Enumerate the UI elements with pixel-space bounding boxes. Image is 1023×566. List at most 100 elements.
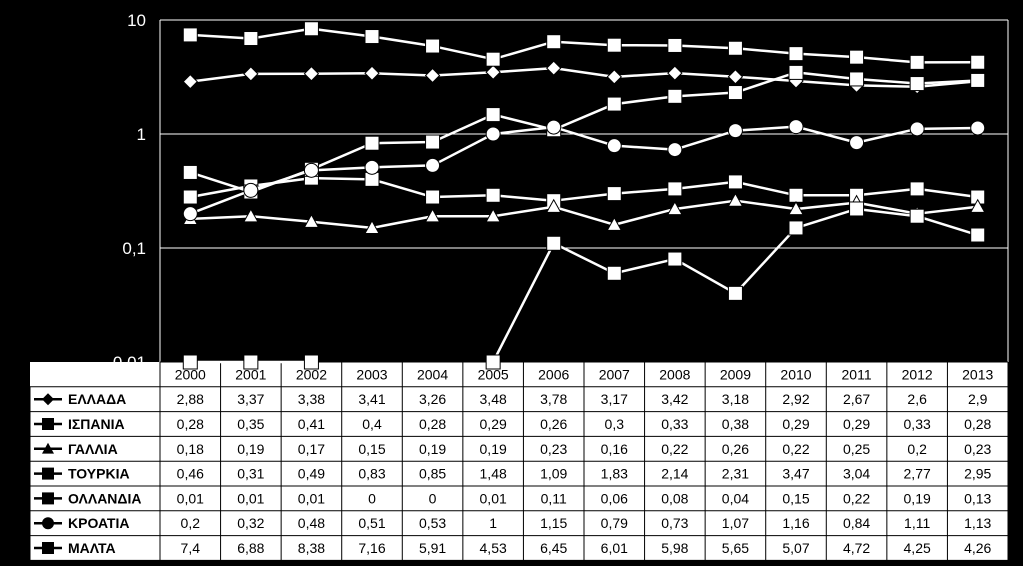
data-point	[485, 354, 501, 370]
data-label: 0,15	[782, 490, 809, 506]
data-point	[364, 135, 380, 151]
data-point	[909, 181, 925, 197]
data-label: 0,01	[237, 490, 264, 506]
data-label: 0,4	[362, 416, 382, 432]
data-point	[909, 208, 925, 224]
data-label: 0,19	[237, 441, 264, 457]
legend-key-marker	[42, 492, 54, 505]
data-point	[667, 37, 683, 53]
data-point	[182, 206, 198, 222]
data-label: 0,26	[722, 441, 749, 457]
data-point	[243, 182, 259, 198]
data-point	[909, 76, 925, 92]
data-label: 0,15	[358, 441, 385, 457]
series-lines	[182, 21, 986, 370]
data-point	[182, 73, 198, 90]
data-point	[727, 40, 743, 56]
data-label: 3,18	[722, 391, 749, 407]
data-point	[364, 159, 380, 175]
data-point	[425, 134, 441, 150]
data-point	[364, 29, 380, 45]
data-label: 1,13	[964, 515, 991, 531]
x-tick-label: 2001	[235, 366, 266, 382]
data-point	[970, 120, 986, 136]
data-point	[727, 123, 743, 139]
data-label: 7,4	[181, 540, 201, 556]
data-label: 0,84	[843, 515, 870, 531]
data-label: 0,01	[177, 490, 204, 506]
data-point	[788, 119, 804, 135]
data-point	[667, 142, 683, 158]
data-label: 0,26	[540, 416, 567, 432]
y-tick-label: 1	[137, 125, 146, 144]
data-label: 5,91	[419, 540, 446, 556]
data-label: 0,11	[541, 490, 567, 506]
data-label: 5,98	[661, 540, 688, 556]
data-point	[303, 21, 319, 37]
legend-entry: ΕΛΛΑΔΑ	[68, 391, 126, 407]
data-label: 0,01	[298, 490, 325, 506]
data-label: 7,16	[358, 540, 385, 556]
data-point	[303, 354, 319, 370]
series-group	[182, 21, 986, 70]
data-label: 2,77	[904, 466, 931, 482]
series-group	[182, 201, 986, 370]
data-label: 3,26	[419, 391, 446, 407]
data-label: 0,22	[661, 441, 688, 457]
data-table: 2000 2001 2002 2003 2004 2005 2006 2007 2008 2009…	[29, 361, 1009, 561]
data-label: 0,16	[601, 441, 628, 457]
data-point	[243, 31, 259, 47]
data-label: 0,32	[237, 515, 264, 531]
x-tick-label: 2005	[478, 366, 509, 382]
data-label: 2,92	[782, 391, 809, 407]
data-label: 6,01	[601, 540, 628, 556]
data-label: 0,29	[843, 416, 870, 432]
data-label: 0,38	[722, 416, 749, 432]
data-label: 0,48	[298, 515, 325, 531]
data-label: 1,83	[601, 466, 628, 482]
data-label: 1,07	[722, 515, 749, 531]
data-label: 0,83	[358, 466, 385, 482]
data-label: 0,33	[904, 416, 931, 432]
data-label: 0,41	[298, 416, 325, 432]
data-label: 4,26	[964, 540, 991, 556]
legend-key-marker	[42, 393, 54, 406]
data-label: 0,29	[480, 416, 507, 432]
legend-key-marker	[42, 467, 54, 480]
data-point	[425, 189, 441, 205]
data-label: 1,09	[540, 466, 567, 482]
x-tick-label: 2008	[659, 366, 690, 382]
data-point	[727, 174, 743, 190]
data-point	[909, 121, 925, 137]
legend-entry: ΜΑΛΤΑ	[68, 540, 116, 556]
data-point	[606, 216, 623, 231]
data-label: 0,19	[480, 441, 507, 457]
data-point	[485, 64, 501, 80]
data-label: 4,53	[480, 540, 507, 556]
data-point	[424, 208, 441, 223]
legend-key-marker	[42, 542, 54, 554]
data-point	[424, 67, 441, 84]
data-label: 1,16	[782, 515, 809, 531]
data-label: 0,35	[237, 416, 264, 432]
legend-key-marker	[42, 517, 54, 530]
data-label: 0,79	[601, 515, 628, 531]
data-label: 0,13	[964, 490, 991, 506]
data-point	[909, 54, 925, 70]
data-point	[182, 27, 198, 43]
data-label: 0	[368, 490, 376, 506]
data-point	[546, 235, 562, 251]
data-label: 2,67	[843, 391, 870, 407]
data-label: 0,2	[181, 515, 201, 531]
data-point	[485, 107, 501, 123]
data-label: 0,46	[177, 466, 204, 482]
data-point	[485, 187, 501, 203]
legend-entry: ΚΡΟΑΤΙΑ	[68, 515, 129, 531]
data-point	[606, 186, 622, 202]
data-point	[485, 208, 501, 223]
series-group	[182, 119, 986, 222]
data-label: 0	[429, 490, 437, 506]
data-label: 0,19	[904, 490, 931, 506]
data-point	[667, 200, 683, 216]
